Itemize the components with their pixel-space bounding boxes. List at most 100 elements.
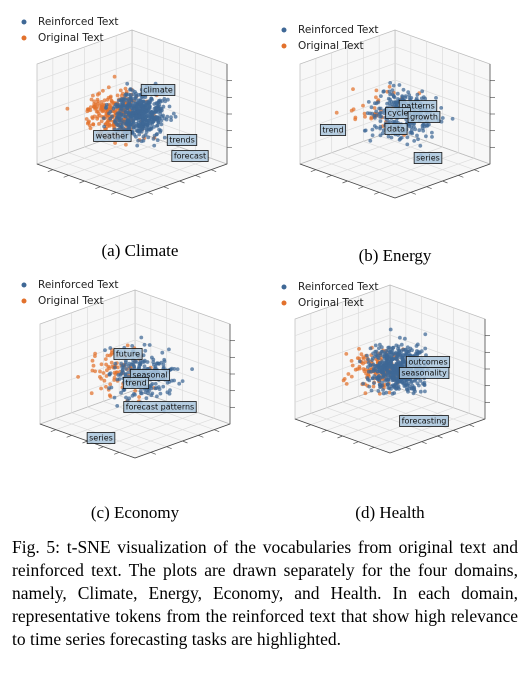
tick	[358, 186, 364, 189]
point	[418, 379, 423, 383]
point	[386, 386, 391, 390]
point	[139, 335, 144, 340]
point	[361, 381, 365, 386]
point	[397, 83, 402, 87]
point	[180, 379, 185, 383]
point	[388, 327, 393, 332]
point	[122, 119, 127, 124]
point	[361, 103, 365, 108]
tick	[453, 430, 459, 433]
point	[415, 342, 420, 347]
point	[101, 88, 105, 93]
point	[101, 116, 106, 121]
point	[380, 367, 384, 372]
point	[388, 350, 392, 354]
point	[126, 113, 131, 118]
point	[409, 380, 414, 385]
legend-label: Reinforced Text	[38, 279, 119, 291]
point	[151, 357, 156, 362]
point	[381, 391, 386, 396]
point	[113, 141, 117, 145]
point	[374, 125, 379, 130]
point	[382, 89, 386, 94]
tick	[82, 440, 88, 444]
token-label: data	[387, 125, 405, 134]
point	[374, 101, 379, 106]
point	[120, 365, 124, 370]
token-label: climate	[143, 86, 173, 95]
point	[397, 387, 401, 391]
point	[401, 87, 406, 92]
point	[112, 74, 117, 79]
point	[407, 124, 412, 129]
point	[91, 93, 95, 98]
point	[399, 342, 404, 347]
point	[376, 389, 381, 393]
point	[113, 361, 118, 366]
point	[158, 130, 163, 134]
point	[124, 142, 128, 147]
point	[141, 121, 146, 126]
tick	[95, 186, 101, 189]
point	[390, 102, 395, 107]
point	[410, 131, 415, 136]
legend-marker	[21, 35, 27, 41]
point	[422, 380, 427, 385]
point	[146, 135, 151, 140]
point	[403, 336, 407, 341]
point	[141, 138, 146, 143]
legend-label: Reinforced Text	[38, 16, 119, 28]
token-label: series	[89, 434, 113, 443]
point	[395, 91, 400, 96]
tick	[369, 447, 375, 450]
point	[413, 127, 418, 132]
point	[118, 88, 123, 93]
point	[387, 345, 392, 350]
point	[397, 137, 402, 142]
tick	[337, 435, 343, 439]
point	[102, 124, 106, 129]
point	[130, 344, 135, 348]
point	[403, 94, 408, 98]
point	[128, 96, 133, 101]
point	[93, 351, 97, 356]
tick	[342, 180, 348, 184]
point	[109, 98, 114, 103]
point	[158, 391, 163, 396]
point	[361, 355, 366, 359]
token-label: series	[416, 154, 440, 163]
point	[127, 396, 132, 401]
point	[130, 110, 135, 115]
point	[416, 137, 420, 142]
point	[172, 367, 177, 371]
point	[155, 123, 160, 128]
point	[119, 104, 123, 108]
point	[119, 112, 123, 117]
point	[371, 384, 376, 389]
point	[102, 378, 107, 383]
point	[143, 348, 148, 353]
point	[100, 103, 104, 108]
point	[136, 124, 141, 128]
tick	[326, 175, 332, 178]
point	[99, 386, 103, 391]
legend-marker	[21, 298, 27, 304]
point	[376, 356, 381, 361]
point	[105, 124, 109, 129]
tick	[426, 186, 432, 189]
point	[378, 342, 382, 347]
token-box	[140, 84, 176, 96]
point	[116, 115, 121, 120]
point	[137, 132, 142, 137]
point	[395, 380, 399, 384]
point	[125, 106, 129, 111]
subfigure-caption: (c) Economy	[91, 503, 180, 522]
point	[386, 382, 390, 386]
point	[130, 393, 135, 398]
point	[167, 347, 171, 352]
point	[164, 117, 169, 122]
point	[400, 353, 405, 358]
point	[90, 368, 95, 373]
tick	[437, 435, 443, 439]
point	[135, 143, 140, 148]
